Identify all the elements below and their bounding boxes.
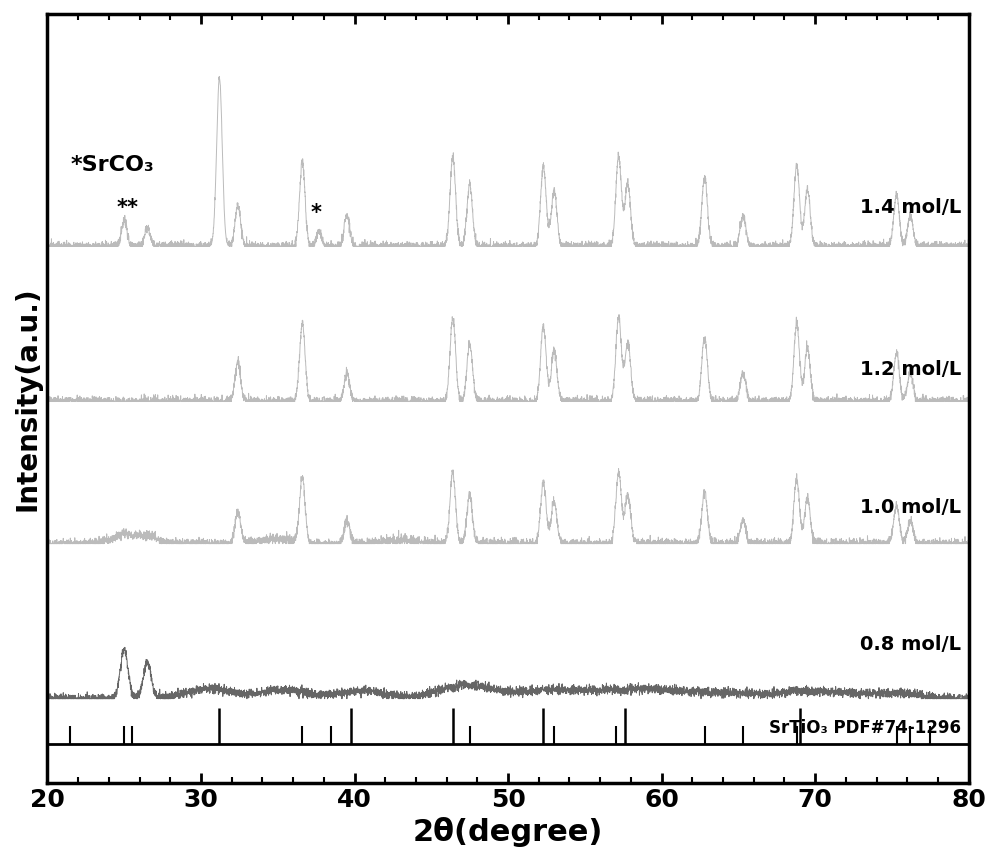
Text: 1.0 mol/L: 1.0 mol/L [860, 498, 961, 517]
Text: SrTiO₃ PDF#74-1296: SrTiO₃ PDF#74-1296 [769, 720, 961, 738]
Text: *: * [311, 203, 322, 223]
Text: *SrCO₃: *SrCO₃ [70, 155, 154, 176]
Text: 1.2 mol/L: 1.2 mol/L [860, 360, 961, 379]
Text: **: ** [116, 198, 138, 218]
X-axis label: 2θ(degree): 2θ(degree) [413, 817, 603, 847]
Y-axis label: Intensity(a.u.): Intensity(a.u.) [14, 286, 42, 511]
Text: 0.8 mol/L: 0.8 mol/L [860, 635, 961, 654]
Text: 1.4 mol/L: 1.4 mol/L [860, 198, 961, 217]
